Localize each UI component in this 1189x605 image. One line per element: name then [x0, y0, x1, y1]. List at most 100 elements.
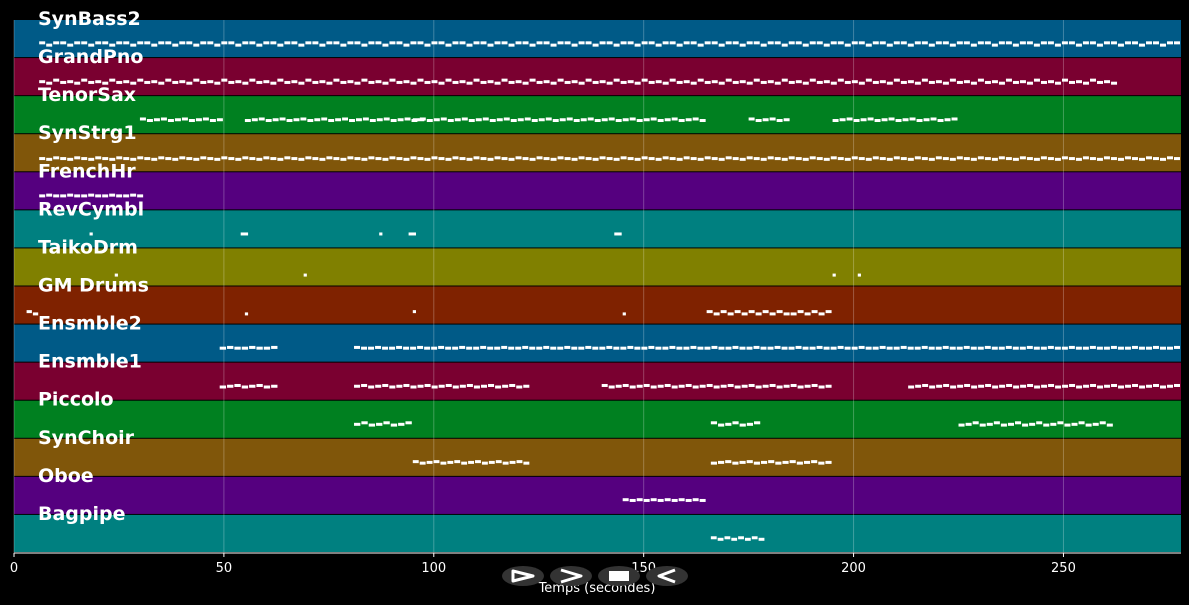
note-1-0-69	[522, 81, 529, 85]
note-0-0-0	[39, 41, 46, 45]
play-button[interactable]	[502, 566, 544, 586]
note-1-0-131	[956, 80, 963, 84]
note-8-1-104	[1082, 346, 1089, 350]
note-11-0-0	[412, 460, 419, 464]
note-9-3-6	[950, 385, 957, 389]
note-8-1-56	[746, 346, 753, 350]
note-3-0-112	[823, 157, 830, 161]
note-0-0-103	[760, 43, 767, 47]
track-lane-11	[14, 438, 1181, 476]
note-10-2-7	[1007, 422, 1014, 426]
note-1-0-82	[613, 78, 620, 82]
note-9-2-7	[650, 385, 657, 389]
note-11-1-3	[732, 461, 739, 465]
note-3-0-76	[571, 157, 578, 161]
note-3-0-136	[991, 157, 998, 161]
note-3-0-150	[1089, 157, 1096, 161]
note-3-0-119	[872, 156, 879, 160]
note-9-1-16	[466, 383, 473, 387]
note-8-1-105	[1089, 345, 1096, 349]
note-8-1-18	[480, 345, 487, 349]
note-0-0-61	[466, 43, 473, 47]
note-0-0-95	[704, 41, 711, 45]
note-1-0-142	[1033, 78, 1040, 82]
note-12-0-10	[692, 498, 699, 502]
x-tick-label-0: 0	[10, 561, 18, 576]
note-1-0-30	[249, 78, 256, 82]
note-0-0-55	[424, 43, 431, 47]
note-11-1-0	[710, 461, 718, 465]
note-0-0-74	[557, 41, 564, 45]
note-1-0-109	[802, 81, 809, 85]
note-3-0-139	[1012, 157, 1019, 161]
note-3-0-89	[662, 156, 669, 160]
note-9-1-24	[523, 384, 530, 388]
note-0-0-73	[550, 43, 557, 47]
note-1-0-143	[1040, 80, 1047, 84]
note-12-0-1	[629, 498, 636, 502]
note-10-2-3	[979, 423, 986, 427]
note-0-0-11	[116, 41, 123, 45]
note-1-0-11	[116, 80, 123, 84]
note-10-2-0	[958, 423, 965, 427]
note-9-3-25	[1083, 384, 1090, 388]
note-8-1-52	[718, 346, 725, 350]
forward-button[interactable]	[550, 566, 592, 586]
note-8-1-71	[851, 346, 858, 350]
note-0-0-39	[312, 41, 319, 45]
note-3-0-110	[809, 156, 816, 160]
note-11-0-6	[454, 460, 461, 464]
note-2-4-6	[874, 119, 881, 123]
grid-lines	[13, 20, 1064, 553]
note-0-0-57	[438, 41, 445, 45]
note-4-0-2	[53, 194, 60, 198]
rewind-button[interactable]	[646, 566, 688, 586]
note-11-1-6	[753, 461, 760, 465]
note-1-0-148	[1075, 80, 1083, 84]
note-0-0-45	[354, 41, 361, 45]
note-9-1-20	[495, 385, 502, 389]
note-8-1-80	[914, 346, 921, 350]
note-12-0-9	[685, 498, 692, 502]
note-1-0-152	[1104, 80, 1111, 84]
note-1-0-130	[949, 78, 956, 82]
note-0-0-1	[46, 43, 53, 47]
note-9-3-17	[1027, 383, 1034, 387]
note-8-1-41	[641, 346, 648, 350]
note-2-4-3	[853, 119, 860, 123]
x-tick-label-2: 100	[421, 561, 446, 576]
x-tick-label-1: 50	[216, 561, 233, 576]
note-3-0-1	[46, 157, 53, 161]
note-2-4-2	[846, 117, 853, 121]
note-8-1-38	[620, 346, 627, 350]
note-1-0-133	[970, 81, 977, 85]
note-0-0-17	[158, 41, 165, 45]
note-1-0-116	[851, 80, 858, 84]
note-0-0-52	[403, 43, 410, 47]
note-3-0-98	[725, 156, 732, 160]
note-0-0-91	[676, 43, 683, 47]
note-1-0-110	[809, 78, 816, 82]
stop-icon	[609, 571, 629, 581]
note-3-0-157	[1138, 157, 1145, 161]
note-1-0-121	[886, 81, 893, 85]
note-3-0-152	[1103, 156, 1110, 160]
note-3-0-103	[760, 157, 767, 161]
note-3-0-6	[81, 157, 88, 161]
note-9-2-24	[769, 383, 776, 387]
note-0-0-5	[74, 41, 81, 45]
note-1-0-12	[123, 80, 130, 84]
track-labels: SynBass2 GrandPno TenorSax SynStrg1 FrenchHr…	[38, 8, 149, 525]
note-7-5-4	[818, 312, 825, 316]
note-0-0-70	[529, 43, 536, 47]
note-8-1-94	[1012, 346, 1019, 350]
note-3-0-88	[655, 157, 662, 161]
note-0-0-59	[452, 41, 459, 45]
note-0-0-92	[683, 41, 690, 45]
note-2-4-14	[930, 117, 937, 121]
note-10-1-0	[710, 421, 718, 425]
note-3-0-91	[676, 157, 683, 161]
note-0-0-6	[81, 41, 88, 45]
stop-button[interactable]	[598, 566, 640, 586]
note-0-0-7	[88, 43, 95, 47]
